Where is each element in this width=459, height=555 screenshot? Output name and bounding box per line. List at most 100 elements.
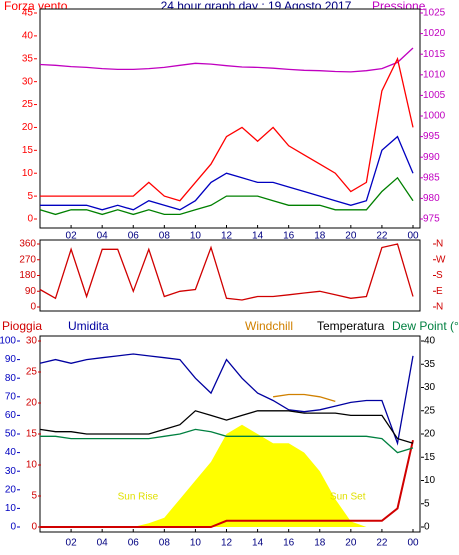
y-tick-label: 100 (0, 336, 16, 347)
y2-tick-label: 980 (423, 193, 440, 204)
y2-tick-label: 990 (423, 152, 440, 163)
x-tick-label: 06 (128, 538, 140, 549)
y2-tick-label: 30 (424, 382, 436, 393)
y2-tick-label: 1005 (423, 90, 446, 101)
y-tick-label: 10 (22, 168, 34, 179)
y-tick-label: 0 (27, 214, 33, 225)
x-tick-label: 10 (190, 538, 202, 549)
legend-label: Dew Point (°C (392, 319, 459, 333)
y-tick-label: 40 (22, 31, 34, 42)
x-tick-label: 04 (97, 231, 109, 242)
y2-tick-label: W (436, 254, 446, 265)
y2-tick-label: 15 (424, 452, 436, 463)
line (39, 47, 414, 73)
y3-tick-label: 0 (31, 522, 37, 533)
y2-tick-label: 1020 (423, 28, 446, 39)
y-tick-label: 45 (22, 8, 34, 19)
line (40, 439, 414, 528)
x-tick-label: 14 (252, 538, 264, 549)
line (39, 410, 414, 444)
legend-label: Temperatura (317, 319, 385, 333)
area (40, 424, 413, 527)
plot-frame (39, 239, 421, 312)
x-tick-label: 16 (283, 538, 295, 549)
y-tick-label: 20 (22, 122, 34, 133)
y-tick-label: 20 (5, 484, 17, 495)
y-tick-label: 5 (27, 191, 33, 202)
y3-tick-label: 30 (26, 336, 38, 347)
legend-label: Windchill (245, 319, 293, 333)
y-tick-label: 0 (30, 302, 36, 313)
x-tick-label: 02 (66, 538, 78, 549)
x-tick-label: 20 (345, 538, 357, 549)
y-tick-label: 60 (5, 410, 17, 421)
y2-tick-label: 1025 (423, 8, 446, 19)
y2-tick-label: S (436, 270, 443, 281)
annotation: Sun Set (330, 492, 366, 503)
plot-frame (39, 8, 421, 229)
y-tick-label: 90 (25, 286, 37, 297)
legend-label: Umidita (68, 319, 109, 333)
y2-tick-label: 10 (424, 475, 436, 486)
x-tick-label: 12 (221, 538, 233, 549)
y2-tick-label: 1015 (423, 49, 446, 60)
x-tick-label: 22 (376, 231, 388, 242)
x-tick-label: 06 (128, 231, 140, 242)
line (39, 176, 414, 216)
y3-tick-label: 20 (26, 398, 38, 409)
x-tick-label: 08 (159, 538, 171, 549)
x-tick-label: 12 (221, 231, 233, 242)
y2-tick-label: 1010 (423, 69, 446, 80)
y2-tick-label: E (436, 286, 443, 297)
y3-tick-label: 15 (26, 429, 38, 440)
y-tick-label: 180 (19, 270, 36, 281)
y-tick-label: 80 (5, 373, 17, 384)
y-tick-label: 35 (22, 53, 34, 64)
y-tick-label: 10 (5, 503, 17, 514)
y-tick-label: 50 (5, 429, 17, 440)
line (39, 353, 414, 446)
y-tick-label: 30 (5, 466, 17, 477)
x-tick-label: 08 (159, 231, 171, 242)
x-tick-label: 16 (283, 231, 295, 242)
y-tick-label: 0 (10, 522, 16, 533)
annotation: Sun Rise (118, 492, 159, 503)
x-tick-label: 18 (314, 231, 326, 242)
y-tick-label: 70 (5, 391, 17, 402)
y2-tick-label: 1000 (423, 111, 446, 122)
y2-tick-label: N (436, 239, 443, 250)
x-tick-label: 20 (345, 231, 357, 242)
y2-tick-label: 995 (423, 131, 440, 142)
line (40, 428, 414, 454)
y-tick-label: 15 (22, 145, 34, 156)
x-tick-label: 02 (66, 231, 78, 242)
y2-tick-label: 0 (424, 522, 430, 533)
y2-tick-label: 25 (424, 405, 436, 416)
y-tick-label: 270 (19, 254, 36, 265)
y3-tick-label: 10 (26, 460, 38, 471)
y3-tick-label: 5 (31, 491, 37, 502)
x-tick-label: 00 (407, 231, 419, 242)
x-tick-label: 18 (314, 538, 326, 549)
y-tick-label: 25 (22, 99, 34, 110)
y2-tick-label: 985 (423, 172, 440, 183)
x-tick-label: 22 (376, 538, 388, 549)
y2-tick-label: 35 (424, 359, 436, 370)
x-tick-label: 14 (252, 231, 264, 242)
legend-label: Pioggia (2, 319, 42, 333)
y2-tick-label: 20 (424, 429, 436, 440)
line (273, 393, 336, 403)
y2-tick-label: 40 (424, 336, 436, 347)
y2-tick-label: 975 (423, 214, 440, 225)
y-tick-label: 40 (5, 447, 17, 458)
y2-tick-label: 5 (424, 498, 430, 509)
y-tick-label: 90 (5, 354, 17, 365)
line (39, 243, 414, 301)
line (40, 56, 414, 202)
x-tick-label: 04 (97, 538, 109, 549)
y3-tick-label: 25 (26, 367, 38, 378)
x-tick-label: 10 (190, 231, 202, 242)
y-tick-label: 360 (19, 239, 36, 250)
y2-tick-label: N (436, 302, 443, 313)
